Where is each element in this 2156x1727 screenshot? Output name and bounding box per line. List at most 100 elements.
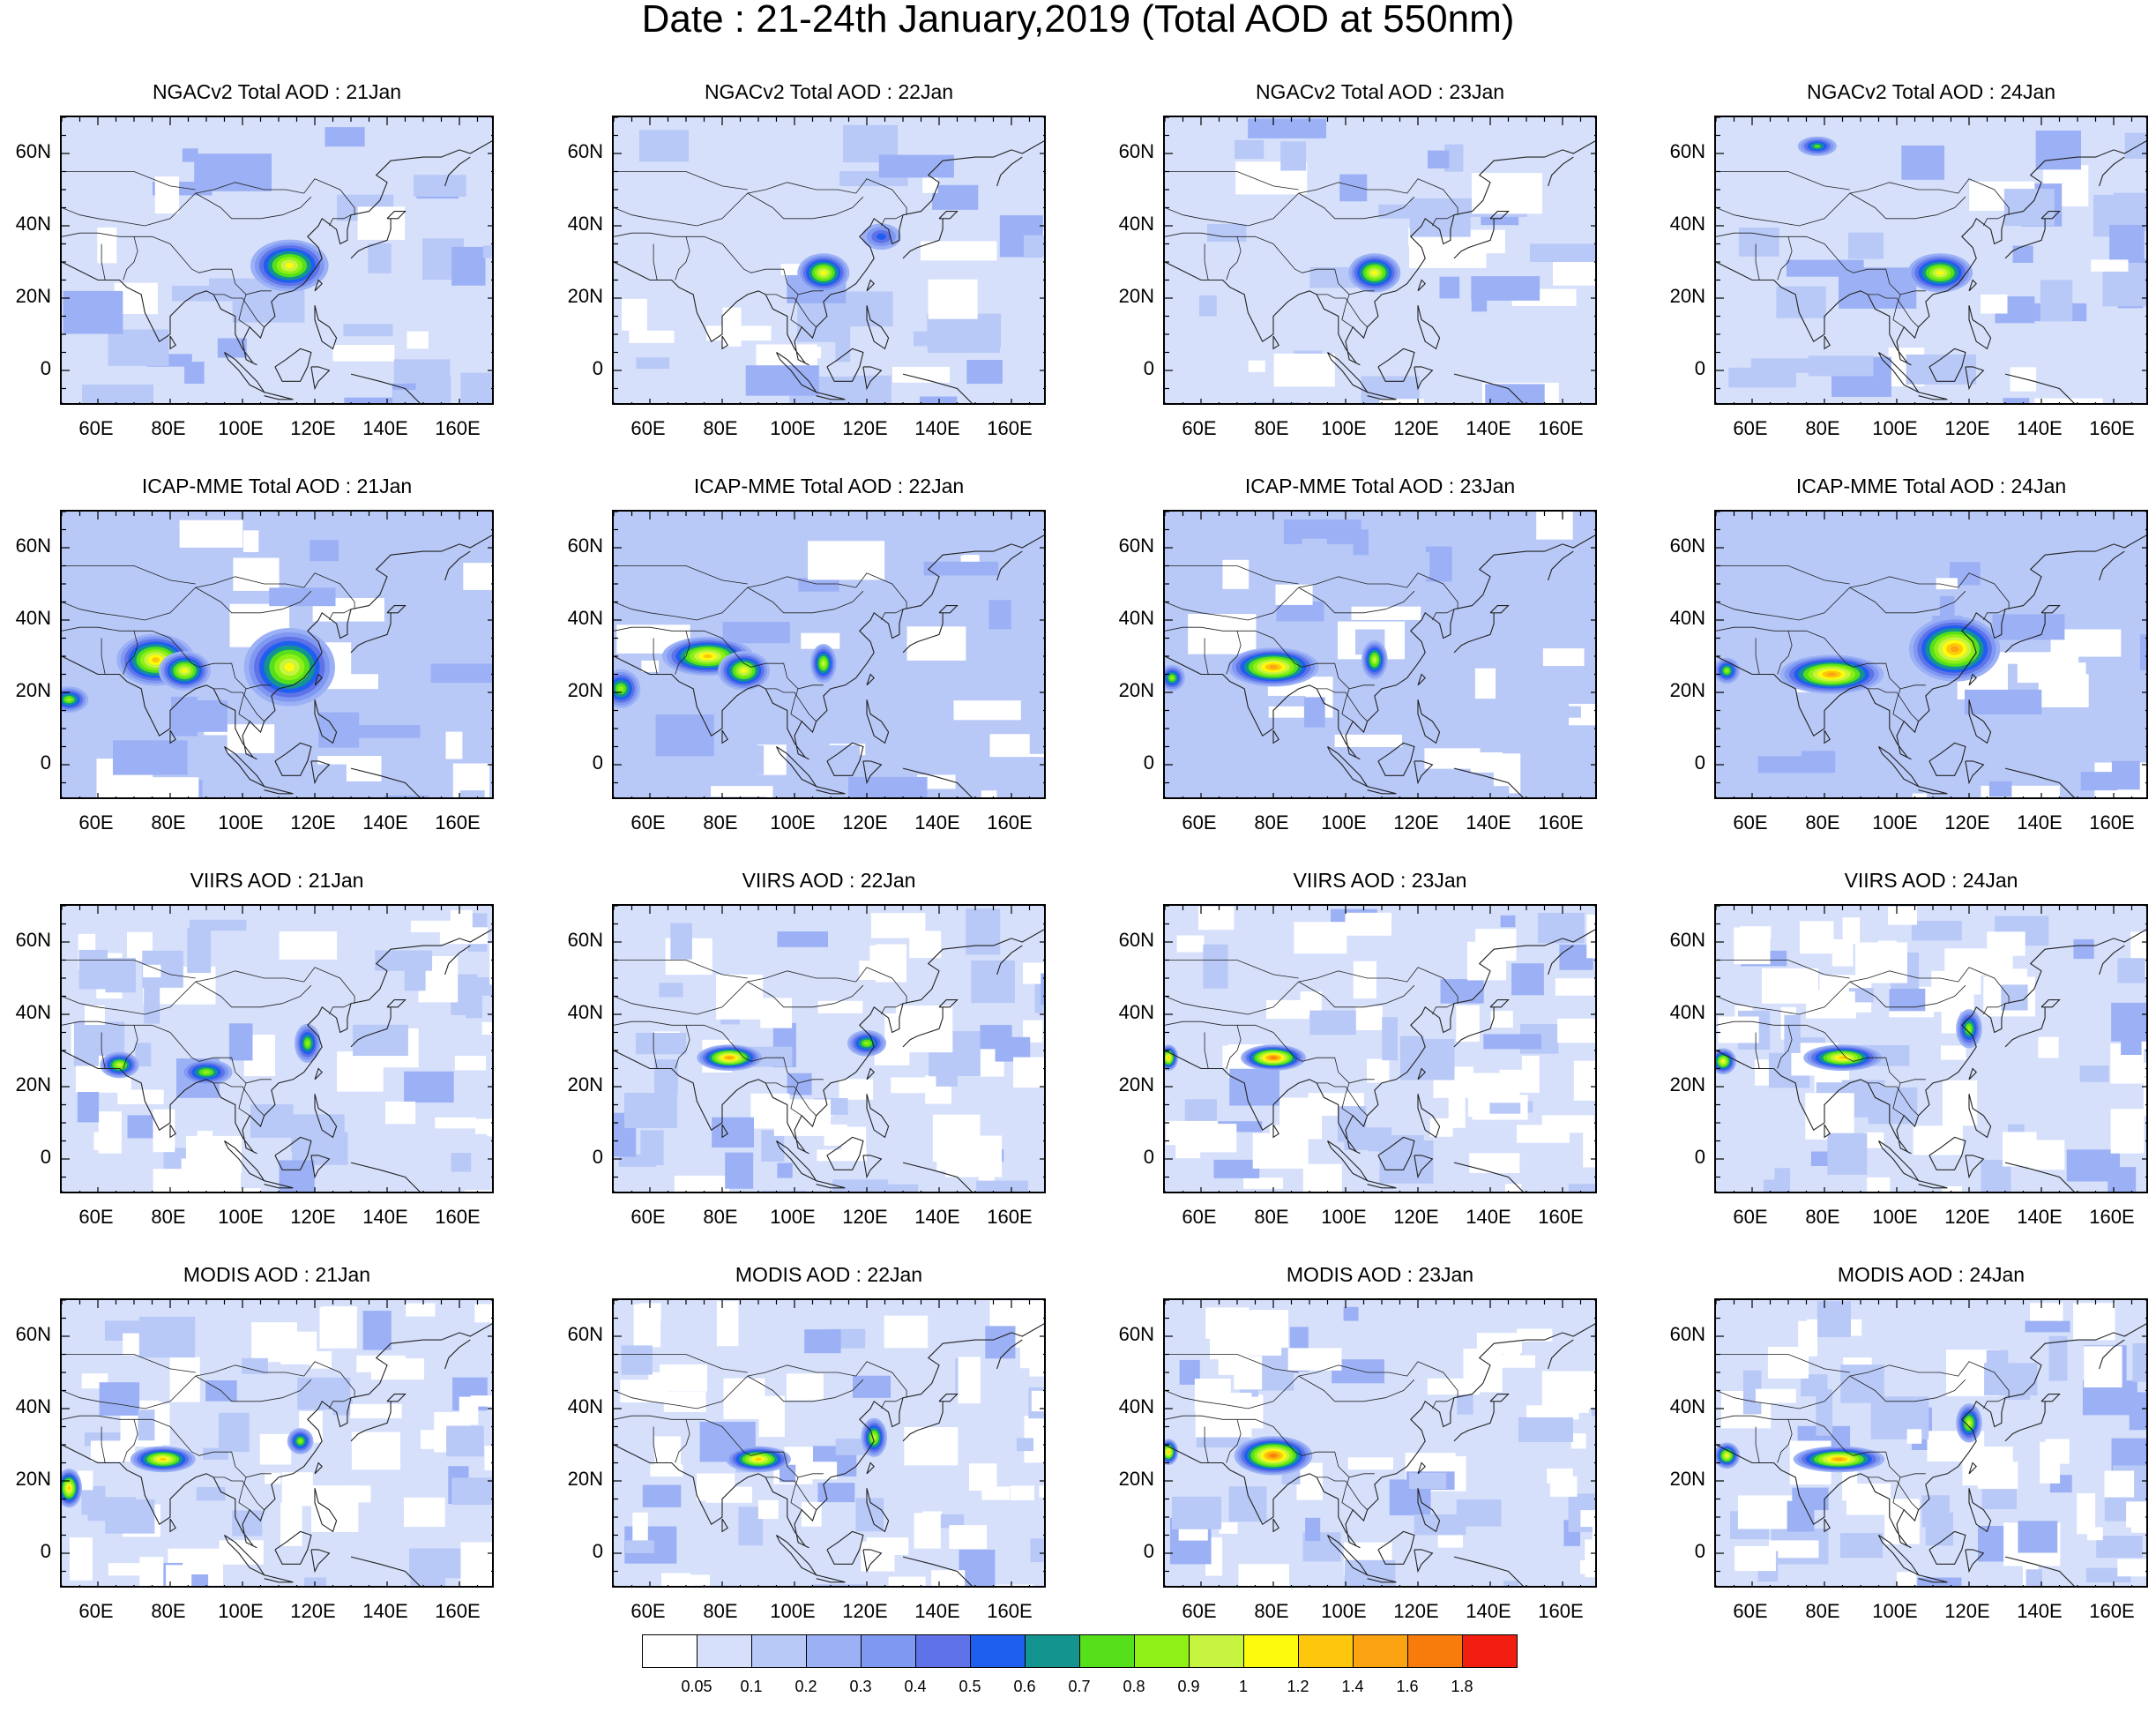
country-border: [101, 1426, 106, 1463]
aod-patch: [1842, 723, 1880, 746]
aod-patch: [187, 735, 228, 771]
aod-patch: [1816, 1389, 1833, 1436]
aod-patch: [1851, 542, 1900, 574]
coastline: [169, 1518, 176, 1533]
aod-patch: [1592, 1518, 1595, 1550]
aod-patch: [716, 1301, 739, 1347]
country-border: [1983, 214, 2006, 227]
aod-field: [62, 117, 492, 403]
aod-patch: [332, 345, 395, 362]
aod-patch: [1521, 1056, 1540, 1093]
country-border: [614, 572, 907, 621]
aod-patch: [466, 989, 482, 1019]
lon-tick-label: 100E: [1321, 1600, 1367, 1622]
coastline: [169, 1124, 176, 1139]
aod-patch: [1188, 614, 1257, 654]
lon-tick-label: 100E: [1872, 417, 1918, 439]
aod-patch: [1800, 564, 1831, 586]
aod-patch: [1799, 921, 1834, 954]
aod-patch: [1906, 1429, 1922, 1444]
aod-patch: [280, 1502, 302, 1546]
coastline: [1965, 760, 1985, 785]
aod-patch: [1583, 1130, 1595, 1168]
coastline: [2004, 218, 2046, 259]
lat-tick-label: 40N: [1118, 1395, 1154, 1417]
coastline: [2040, 211, 2061, 220]
coastline: [816, 786, 846, 795]
country-border: [1892, 1477, 1905, 1511]
aod-map: [60, 1298, 494, 1588]
lon-tick-label: 60E: [630, 417, 666, 439]
aod-patch: [622, 298, 647, 331]
aod-hotspot: [1966, 1026, 1972, 1032]
country-border: [1165, 960, 1299, 979]
aod-patch: [2091, 259, 2129, 272]
lat-tick-label: 40N: [567, 1395, 603, 1417]
aod-patch: [1034, 968, 1044, 1013]
aod-patch: [404, 965, 426, 991]
lat-tick-label: 40N: [1669, 1001, 1705, 1023]
country-border: [238, 1477, 250, 1511]
aod-patch: [1347, 1457, 1393, 1470]
aod-patch: [1280, 141, 1307, 171]
lon-tick-label: 120E: [290, 811, 336, 834]
panel-title: VIIRS AOD : 24Jan: [1844, 869, 2018, 892]
country-border: [1432, 1003, 1455, 1015]
country-border: [1892, 1082, 1905, 1117]
aod-patch: [489, 943, 492, 985]
aod-patch: [1549, 1476, 1578, 1497]
country-border: [1432, 609, 1455, 621]
country-border: [1341, 1477, 1354, 1511]
lon-tick-label: 140E: [914, 1206, 960, 1228]
country-border: [1317, 688, 1368, 722]
lat-tick-label: 0: [592, 357, 603, 379]
aod-patch: [953, 700, 1021, 721]
lon-tick-label: 140E: [914, 811, 960, 834]
aod-patch: [259, 1433, 292, 1465]
lon-tick-label: 160E: [987, 417, 1033, 439]
coastline: [776, 1535, 818, 1577]
aod-patch: [1884, 1499, 1920, 1544]
lon-tick-label: 140E: [914, 417, 960, 439]
aod-patch: [138, 1316, 196, 1358]
lon-tick-label: 100E: [1872, 811, 1918, 834]
lat-tick-label: 40N: [15, 1395, 51, 1417]
country-border: [1716, 232, 1926, 295]
panel-title: NGACv2 Total AOD : 22Jan: [704, 80, 954, 103]
lon-tick-label: 160E: [435, 1206, 481, 1228]
aod-patch: [817, 1000, 863, 1013]
country-border: [675, 236, 690, 280]
colorbar-label: 0.1: [740, 1678, 763, 1695]
coastline: [62, 535, 492, 760]
coastline: [1965, 366, 1985, 391]
lon-tick-label: 60E: [1733, 417, 1768, 439]
country-border: [101, 243, 106, 280]
aod-patch: [1864, 1132, 1884, 1148]
coastline: [862, 760, 883, 785]
coastline: [996, 945, 1023, 976]
aod-patch: [404, 1497, 445, 1528]
coastline: [1716, 140, 2146, 366]
country-border: [1204, 1426, 1209, 1463]
coastline: [866, 1094, 890, 1139]
country-border: [195, 587, 312, 614]
coastline: [1968, 305, 1992, 350]
coastline: [350, 1401, 392, 1442]
country-border: [1849, 1375, 1966, 1402]
aod-patch: [855, 1498, 884, 1532]
country-border: [238, 294, 250, 328]
lon-tick-label: 100E: [1872, 1600, 1918, 1622]
aod-patch: [2025, 1320, 2070, 1333]
lon-tick-label: 120E: [1393, 1206, 1439, 1228]
aod-patch: [902, 1192, 946, 1193]
coastline: [996, 1339, 1023, 1370]
lat-tick-label: 40N: [567, 1001, 603, 1023]
lon-tick-label: 160E: [987, 1600, 1033, 1622]
coastline: [2099, 1339, 2125, 1370]
lon-tick-label: 160E: [987, 1206, 1033, 1228]
aod-patch: [1303, 697, 1325, 728]
panel-title: VIIRS AOD : 21Jan: [190, 869, 364, 892]
aod-patch: [1483, 1034, 1541, 1050]
coastline: [314, 1462, 323, 1475]
aod-patch: [1013, 1057, 1044, 1088]
